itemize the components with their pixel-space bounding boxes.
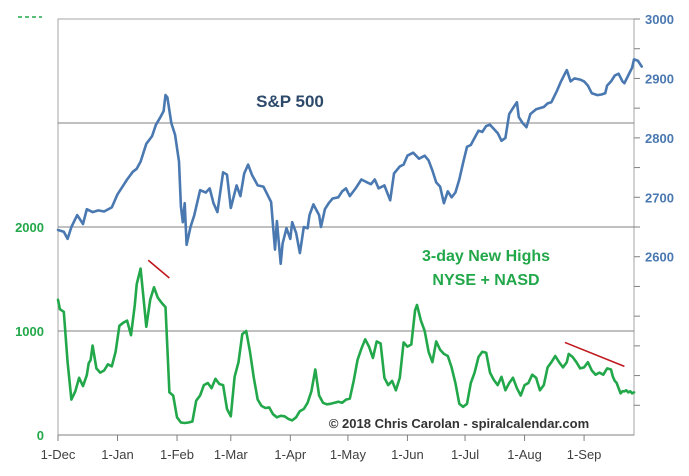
- x-axis-ticks: [57, 435, 585, 441]
- annotation-layer: [147, 259, 625, 368]
- left-tick-label-2: 2000: [15, 220, 44, 235]
- right-tick-label-2: 2800: [645, 131, 674, 146]
- right-tick-label-0: 2600: [645, 250, 674, 265]
- x-tick-label-8: 1-Aug: [507, 447, 542, 462]
- new-highs-line: [56, 267, 636, 425]
- sp500-line: [56, 58, 644, 266]
- left-axis-labels: 0 1000 2000: [15, 220, 44, 443]
- x-tick-label-1: 1-Jan: [101, 447, 134, 462]
- x-axis-labels: 1-Dec 1-Jan 1-Feb 1-Mar 1-Apr 1-May 1-Jun 1-Jul…: [41, 447, 602, 462]
- left-tick-label-1: 1000: [15, 324, 44, 339]
- x-tick-label-7: 1-Jul: [451, 447, 479, 462]
- x-tick-label-9: 1-Sep: [567, 447, 602, 462]
- right-axis-ticks: [634, 18, 640, 406]
- x-tick-label-6: 1-Jun: [391, 447, 424, 462]
- x-tick-label-2: 1-Feb: [160, 447, 194, 462]
- x-tick-label-4: 1-Apr: [274, 447, 306, 462]
- right-tick-label-1: 2700: [645, 190, 674, 205]
- new-highs-label-line1: 3-day New Highs: [422, 248, 550, 265]
- x-tick-label-5: 1-May: [330, 447, 367, 462]
- sp500-label: S&P 500: [256, 92, 324, 111]
- right-axis-labels: 2600 2700 2800 2900 3000: [645, 12, 674, 265]
- right-tick-label-4: 3000: [645, 12, 674, 27]
- divergence-line-1: [564, 341, 625, 368]
- right-tick-label-3: 2900: [645, 71, 674, 86]
- left-tick-label-0: 0: [37, 428, 44, 443]
- series-layer: [56, 58, 644, 425]
- copyright-text: © 2018 Chris Carolan - spiralcalendar.co…: [329, 416, 589, 431]
- new-highs-label-line2: NYSE + NASD: [432, 272, 539, 289]
- divergence-line-0: [147, 259, 170, 279]
- x-tick-label-0: 1-Dec: [41, 447, 76, 462]
- x-tick-label-3: 1-Mar: [214, 447, 249, 462]
